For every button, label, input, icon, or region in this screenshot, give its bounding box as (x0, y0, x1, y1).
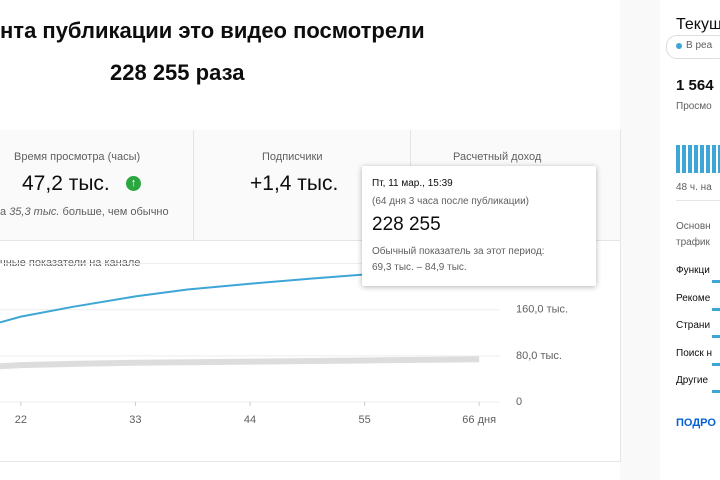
tooltip-range: 69,3 тыс. – 84,9 тыс. (372, 262, 467, 273)
x-tick-label: 55 (358, 414, 370, 426)
y-tick-label: 80,0 тыс. (516, 350, 562, 362)
metric-value: 47,2 тыс. (22, 172, 110, 195)
headline-count: 228 255 раза (110, 60, 245, 85)
traffic-source: Страни (676, 320, 711, 331)
metric-note: больше, чем обычно (59, 206, 169, 218)
side-panel: Текущ В реа 1 564 Просмо 48 ч. на Основн… (660, 0, 720, 480)
divider (193, 130, 194, 240)
metric-value: +1,4 тыс. (250, 172, 339, 195)
side-status: В реа (686, 40, 713, 51)
metric-note: 35,3 тыс. (9, 206, 60, 218)
side-section: трафик (676, 237, 710, 248)
tooltip-since: (64 дня 3 часа после публикации) (372, 196, 529, 207)
y-tick-label: 0 (516, 396, 522, 408)
traffic-source: Другие (676, 375, 709, 386)
metric-note: а (0, 206, 10, 218)
chart-caption: чные показатели на канале (0, 257, 141, 269)
tooltip-value: 228 255 (372, 214, 441, 235)
y-tick-label: 160,0 тыс. (516, 304, 568, 316)
x-tick-label: 33 (129, 414, 141, 426)
status-pill (666, 35, 720, 59)
metric-label: Расчетный доход (453, 151, 542, 163)
mini-bars (676, 145, 720, 173)
tooltip: Пт, 11 мар., 15:39 (64 дня 3 часа после … (362, 166, 596, 286)
metric-label: Время просмотра (часы) (14, 151, 141, 163)
source-bar (712, 307, 720, 311)
side-link[interactable]: ПОДРО (676, 417, 716, 429)
divider (676, 200, 720, 201)
source-bar (712, 390, 720, 393)
x-tick-label: 22 (15, 414, 27, 426)
x-tick-label: 44 (244, 414, 256, 426)
source-bar (712, 362, 720, 366)
source-bar (712, 280, 720, 283)
gutter (620, 0, 660, 480)
side-count-label: Просмо (676, 101, 712, 112)
chart: 080,0 тыс.160,0 тыс.240,0 тыс.2233445566… (0, 257, 568, 426)
side-period: 48 ч. на (676, 182, 712, 193)
source-bar (712, 335, 720, 338)
traffic-source: Функци (676, 265, 710, 276)
traffic-source: Поиск н (676, 347, 713, 359)
series-line (0, 356, 480, 370)
tooltip-typical: Обычный показатель за этот период: (372, 246, 545, 257)
up-icon: ↑ (126, 176, 141, 191)
side-count: 1 564 (676, 77, 714, 94)
headline: нта публикации это видео посмотрели (0, 18, 425, 43)
metric-label: Подписчики (262, 151, 323, 163)
traffic-source: Рекоме (676, 292, 711, 304)
tooltip-date: Пт, 11 мар., 15:39 (372, 178, 453, 189)
side-title: Текущ (676, 16, 720, 33)
live-dot (676, 43, 682, 49)
side-section: Основн (676, 221, 711, 232)
x-tick-label: 66 дня (462, 414, 496, 426)
